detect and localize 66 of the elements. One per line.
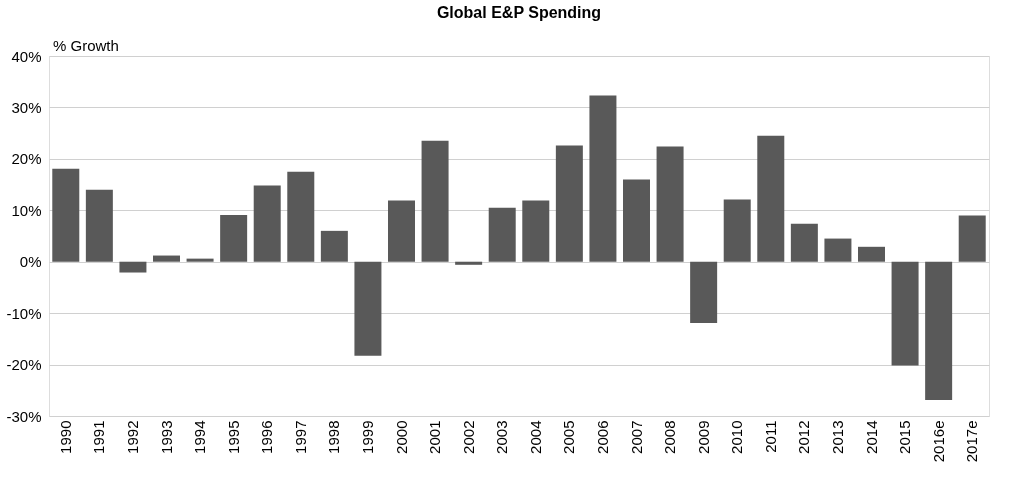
bar (488, 207, 516, 262)
x-tick-label: 2002 (459, 420, 477, 454)
y-tick-label: -10% (6, 304, 42, 322)
bar (958, 215, 986, 262)
x-tick-label: 2015 (896, 420, 914, 454)
bar (119, 261, 147, 273)
bar (522, 200, 550, 262)
y-tick-label: -20% (6, 356, 42, 374)
x-tick-label: 1991 (90, 420, 108, 454)
x-tick-label: 2013 (828, 420, 846, 454)
bar (253, 185, 281, 262)
bar (925, 261, 953, 401)
bar (656, 146, 684, 262)
bar (790, 223, 818, 262)
x-tick-label: 1992 (123, 420, 141, 454)
bar (824, 238, 852, 262)
x-tick-label: 1998 (325, 420, 343, 454)
bar (388, 200, 415, 262)
x-tick-label: 2010 (728, 420, 746, 454)
x-tick-label: 1996 (258, 420, 276, 454)
x-tick-label: 2011 (761, 420, 779, 453)
y-tick-label: 20% (11, 150, 42, 168)
bar (354, 261, 382, 356)
bar (85, 189, 113, 262)
y-tick-label: 10% (11, 201, 42, 219)
bar (690, 261, 718, 323)
bar (858, 246, 885, 262)
bar (891, 261, 919, 366)
x-tick-label: 2012 (795, 420, 813, 454)
y-axis-title: % Growth (53, 37, 119, 54)
bar (52, 168, 80, 262)
bar (589, 95, 617, 262)
y-tick-label: 30% (11, 98, 42, 116)
x-tick-label: 2000 (392, 420, 410, 454)
bar (220, 214, 248, 262)
x-tick-label: 2001 (426, 420, 444, 454)
x-tick-label: 1994 (191, 420, 209, 454)
chart-title: Global E&P Spending (436, 4, 602, 21)
x-tick-label: 2007 (627, 420, 645, 454)
y-tick-label: 40% (11, 47, 42, 65)
x-tick-label: 2004 (526, 420, 544, 454)
bar (320, 230, 348, 262)
x-tick-label: 2014 (862, 420, 880, 454)
y-tick-label: -30% (6, 407, 42, 425)
x-tick-label: 1990 (56, 420, 74, 454)
x-tick-label: 2003 (493, 420, 511, 454)
x-tick-label: 1999 (358, 420, 376, 454)
bar (555, 145, 583, 262)
x-tick-label: 2005 (560, 420, 578, 454)
bar (757, 135, 785, 262)
bar (623, 179, 650, 262)
x-tick-label: 1997 (291, 420, 309, 454)
bar (287, 171, 315, 262)
bar (153, 255, 180, 262)
x-tick-label: 2009 (694, 420, 712, 454)
bar (455, 261, 483, 265)
x-tick-label: 2008 (661, 420, 679, 454)
bar (723, 199, 751, 262)
bar (421, 140, 449, 262)
x-tick-label: 1995 (224, 420, 242, 454)
x-tick-label: 1993 (157, 420, 175, 454)
x-tick-label: 2006 (593, 420, 611, 454)
y-tick-label: 0% (19, 253, 42, 271)
bar (186, 258, 214, 262)
x-tick-label: 2017e (963, 420, 981, 463)
x-tick-label: 2016e (929, 420, 947, 463)
